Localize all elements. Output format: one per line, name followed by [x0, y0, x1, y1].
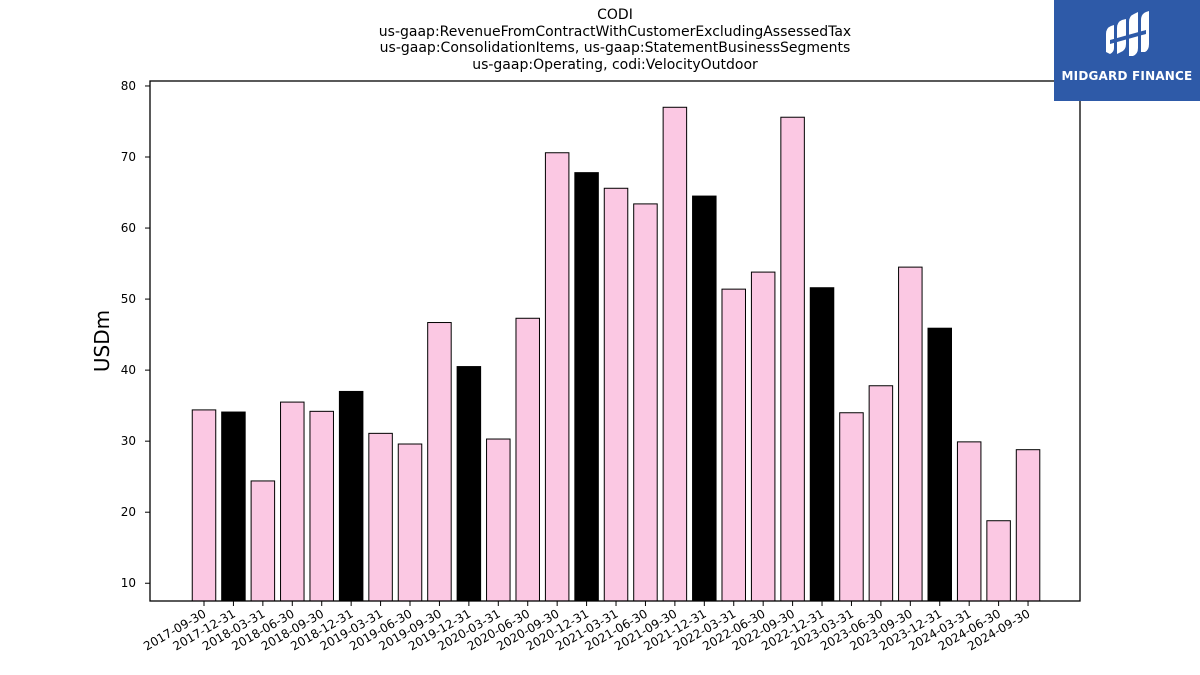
bar-2022-06-30: [750, 271, 776, 602]
bar-2021-12-31: [692, 195, 717, 602]
bars-group: [191, 106, 1041, 602]
bar-2019-12-31: [456, 366, 482, 602]
bar-2021-06-30: [633, 203, 658, 602]
bar-2021-03-31: [603, 187, 629, 602]
bar-2020-09-30: [544, 152, 570, 602]
logo-mark-icon: [1106, 11, 1149, 56]
y-axis: 10 20 30 40 50 60 70 80: [121, 79, 150, 590]
bar-2024-09-30: [1015, 449, 1041, 602]
chart-subtitle-line: us-gaap:Operating, codi:VelocityOutdoor: [472, 56, 758, 73]
bar-2022-09-30: [780, 116, 805, 602]
x-axis: 2017-09-302017-12-312018-03-312018-06-30…: [141, 601, 1033, 653]
bar-2022-12-31: [809, 287, 835, 602]
y-tick-label: 10: [121, 576, 136, 590]
bar-2020-06-30: [515, 317, 540, 602]
y-tick-label: 60: [121, 221, 136, 235]
logo-text: MIDGARD FINANCE: [1061, 69, 1193, 83]
bar-2019-06-30: [397, 443, 423, 602]
bar-2020-12-31: [574, 172, 599, 602]
bar-2018-09-30: [309, 410, 334, 602]
bar-2018-06-30: [280, 401, 305, 602]
y-tick-label: 80: [121, 79, 136, 93]
chart-title: CODI us-gaap:RevenueFromContractWithCust…: [150, 7, 1080, 73]
bar-2023-12-31: [927, 327, 952, 602]
bar-2017-09-30: [191, 409, 217, 602]
y-axis-label: USDm: [90, 310, 114, 372]
y-tick-label: 30: [121, 434, 136, 448]
chart-title-line: CODI: [597, 7, 633, 23]
plot-frame: [149, 80, 1081, 602]
bar-2023-06-30: [868, 385, 894, 602]
bar-2018-12-31: [338, 390, 364, 602]
chart-subtitle-line: us-gaap:ConsolidationItems, us-gaap:Stat…: [379, 40, 851, 56]
y-tick-label: 70: [121, 150, 136, 164]
bar-2021-09-30: [662, 106, 688, 602]
bar-2020-03-31: [486, 438, 511, 602]
midgard-finance-logo: MIDGARD FINANCE: [1054, 0, 1200, 101]
chart-subtitle-line: us-gaap:RevenueFromContractWithCustomerE…: [378, 23, 852, 40]
bar-2024-06-30: [986, 520, 1011, 602]
bar-2018-03-31: [250, 480, 276, 602]
bar-2019-03-31: [368, 432, 393, 602]
y-tick-label: 40: [121, 363, 136, 377]
bar-2022-03-31: [721, 288, 746, 602]
bar-2024-03-31: [956, 441, 982, 602]
bar-2023-03-31: [839, 412, 864, 602]
bar-2019-09-30: [427, 322, 452, 602]
y-tick-label: 50: [121, 292, 136, 306]
bar-2017-12-31: [221, 411, 246, 602]
bar-2023-09-30: [898, 266, 923, 602]
y-tick-label: 20: [121, 505, 136, 519]
